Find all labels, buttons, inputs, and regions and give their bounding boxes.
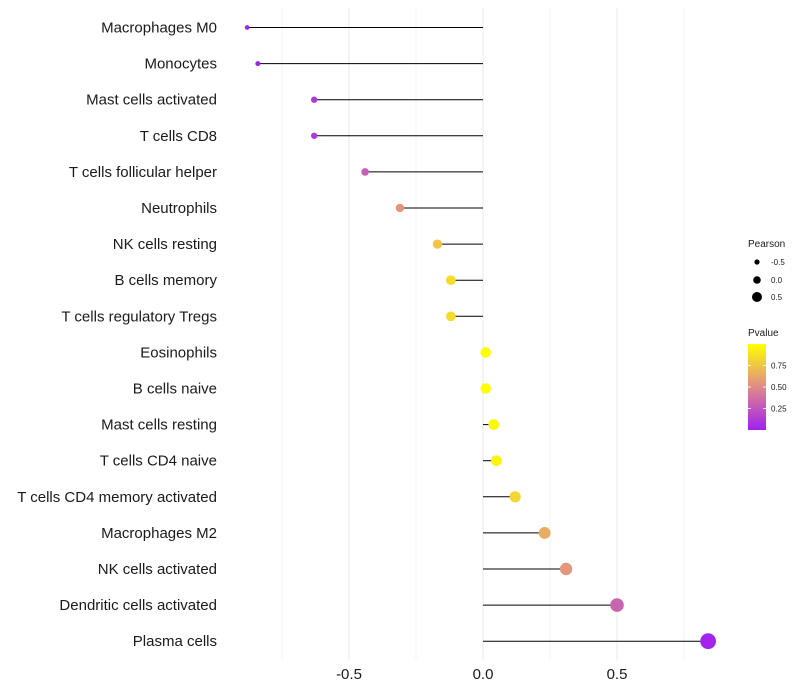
legend-pvalue-title: Pvalue (748, 328, 779, 339)
point (446, 311, 456, 322)
point (310, 96, 318, 103)
legend-pearson-title: Pearson (748, 239, 785, 250)
x-tick-label: 0.0 (473, 666, 494, 683)
legend-pvalue: Pvalue 0.25 0.50 0.75 (748, 328, 787, 430)
point (446, 275, 456, 286)
point (509, 491, 521, 503)
category-label: Eosinophils (140, 344, 217, 361)
category-label: Mast cells resting (101, 417, 217, 434)
category-label: Dendritic cells activated (59, 597, 217, 614)
point (395, 203, 405, 213)
category-label: NK cells resting (113, 236, 217, 253)
point (255, 61, 261, 67)
category-label: T cells CD8 (140, 128, 217, 145)
category-label: Macrophages M2 (101, 525, 217, 542)
legend-pvalue-label: 0.25 (771, 405, 787, 414)
point (480, 383, 491, 394)
point (310, 132, 318, 139)
legend-pvalue-label: 0.75 (771, 362, 787, 371)
points (244, 25, 717, 650)
legend-size-label: 0.0 (771, 276, 783, 285)
category-label: T cells regulatory Tregs (61, 308, 217, 325)
legend-pearson: Pearson -0.5 0.0 0.5 (748, 239, 785, 302)
legend-size-key (752, 292, 762, 302)
category-label: Monocytes (144, 56, 217, 73)
category-label: T cells CD4 memory activated (17, 489, 217, 506)
x-tick-label: -0.5 (336, 666, 362, 683)
point (491, 455, 502, 467)
category-label: Neutrophils (141, 200, 217, 217)
category-label: T cells follicular helper (69, 164, 217, 181)
category-label: NK cells activated (98, 561, 217, 578)
point (610, 598, 624, 612)
legend-pvalue-label: 0.50 (771, 383, 787, 392)
point (480, 347, 491, 358)
stems (247, 27, 709, 642)
x-axis-ticks: -0.5 0.0 0.5 (336, 666, 627, 683)
category-label: T cells CD4 naive (100, 453, 217, 470)
point (432, 239, 443, 249)
point (488, 419, 500, 430)
point (244, 25, 250, 30)
legend-size-key (753, 276, 761, 284)
category-label: Mast cells activated (86, 92, 217, 109)
point (559, 562, 573, 576)
category-label: Macrophages M0 (101, 20, 217, 37)
point (361, 168, 369, 176)
point (538, 526, 551, 539)
legend-size-label: -0.5 (771, 258, 785, 267)
category-label: B cells naive (133, 381, 217, 398)
gridlines (281, 8, 685, 660)
category-labels: Macrophages M0 Monocytes Mast cells activa… (17, 20, 217, 651)
category-label: Plasma cells (133, 633, 217, 650)
legend-size-label: 0.5 (771, 293, 783, 302)
legend-pvalue-colorbar (748, 344, 766, 430)
legend-size-key (754, 259, 760, 265)
category-label: B cells memory (114, 272, 217, 289)
point (700, 633, 717, 650)
x-tick-label: 0.5 (607, 666, 628, 683)
